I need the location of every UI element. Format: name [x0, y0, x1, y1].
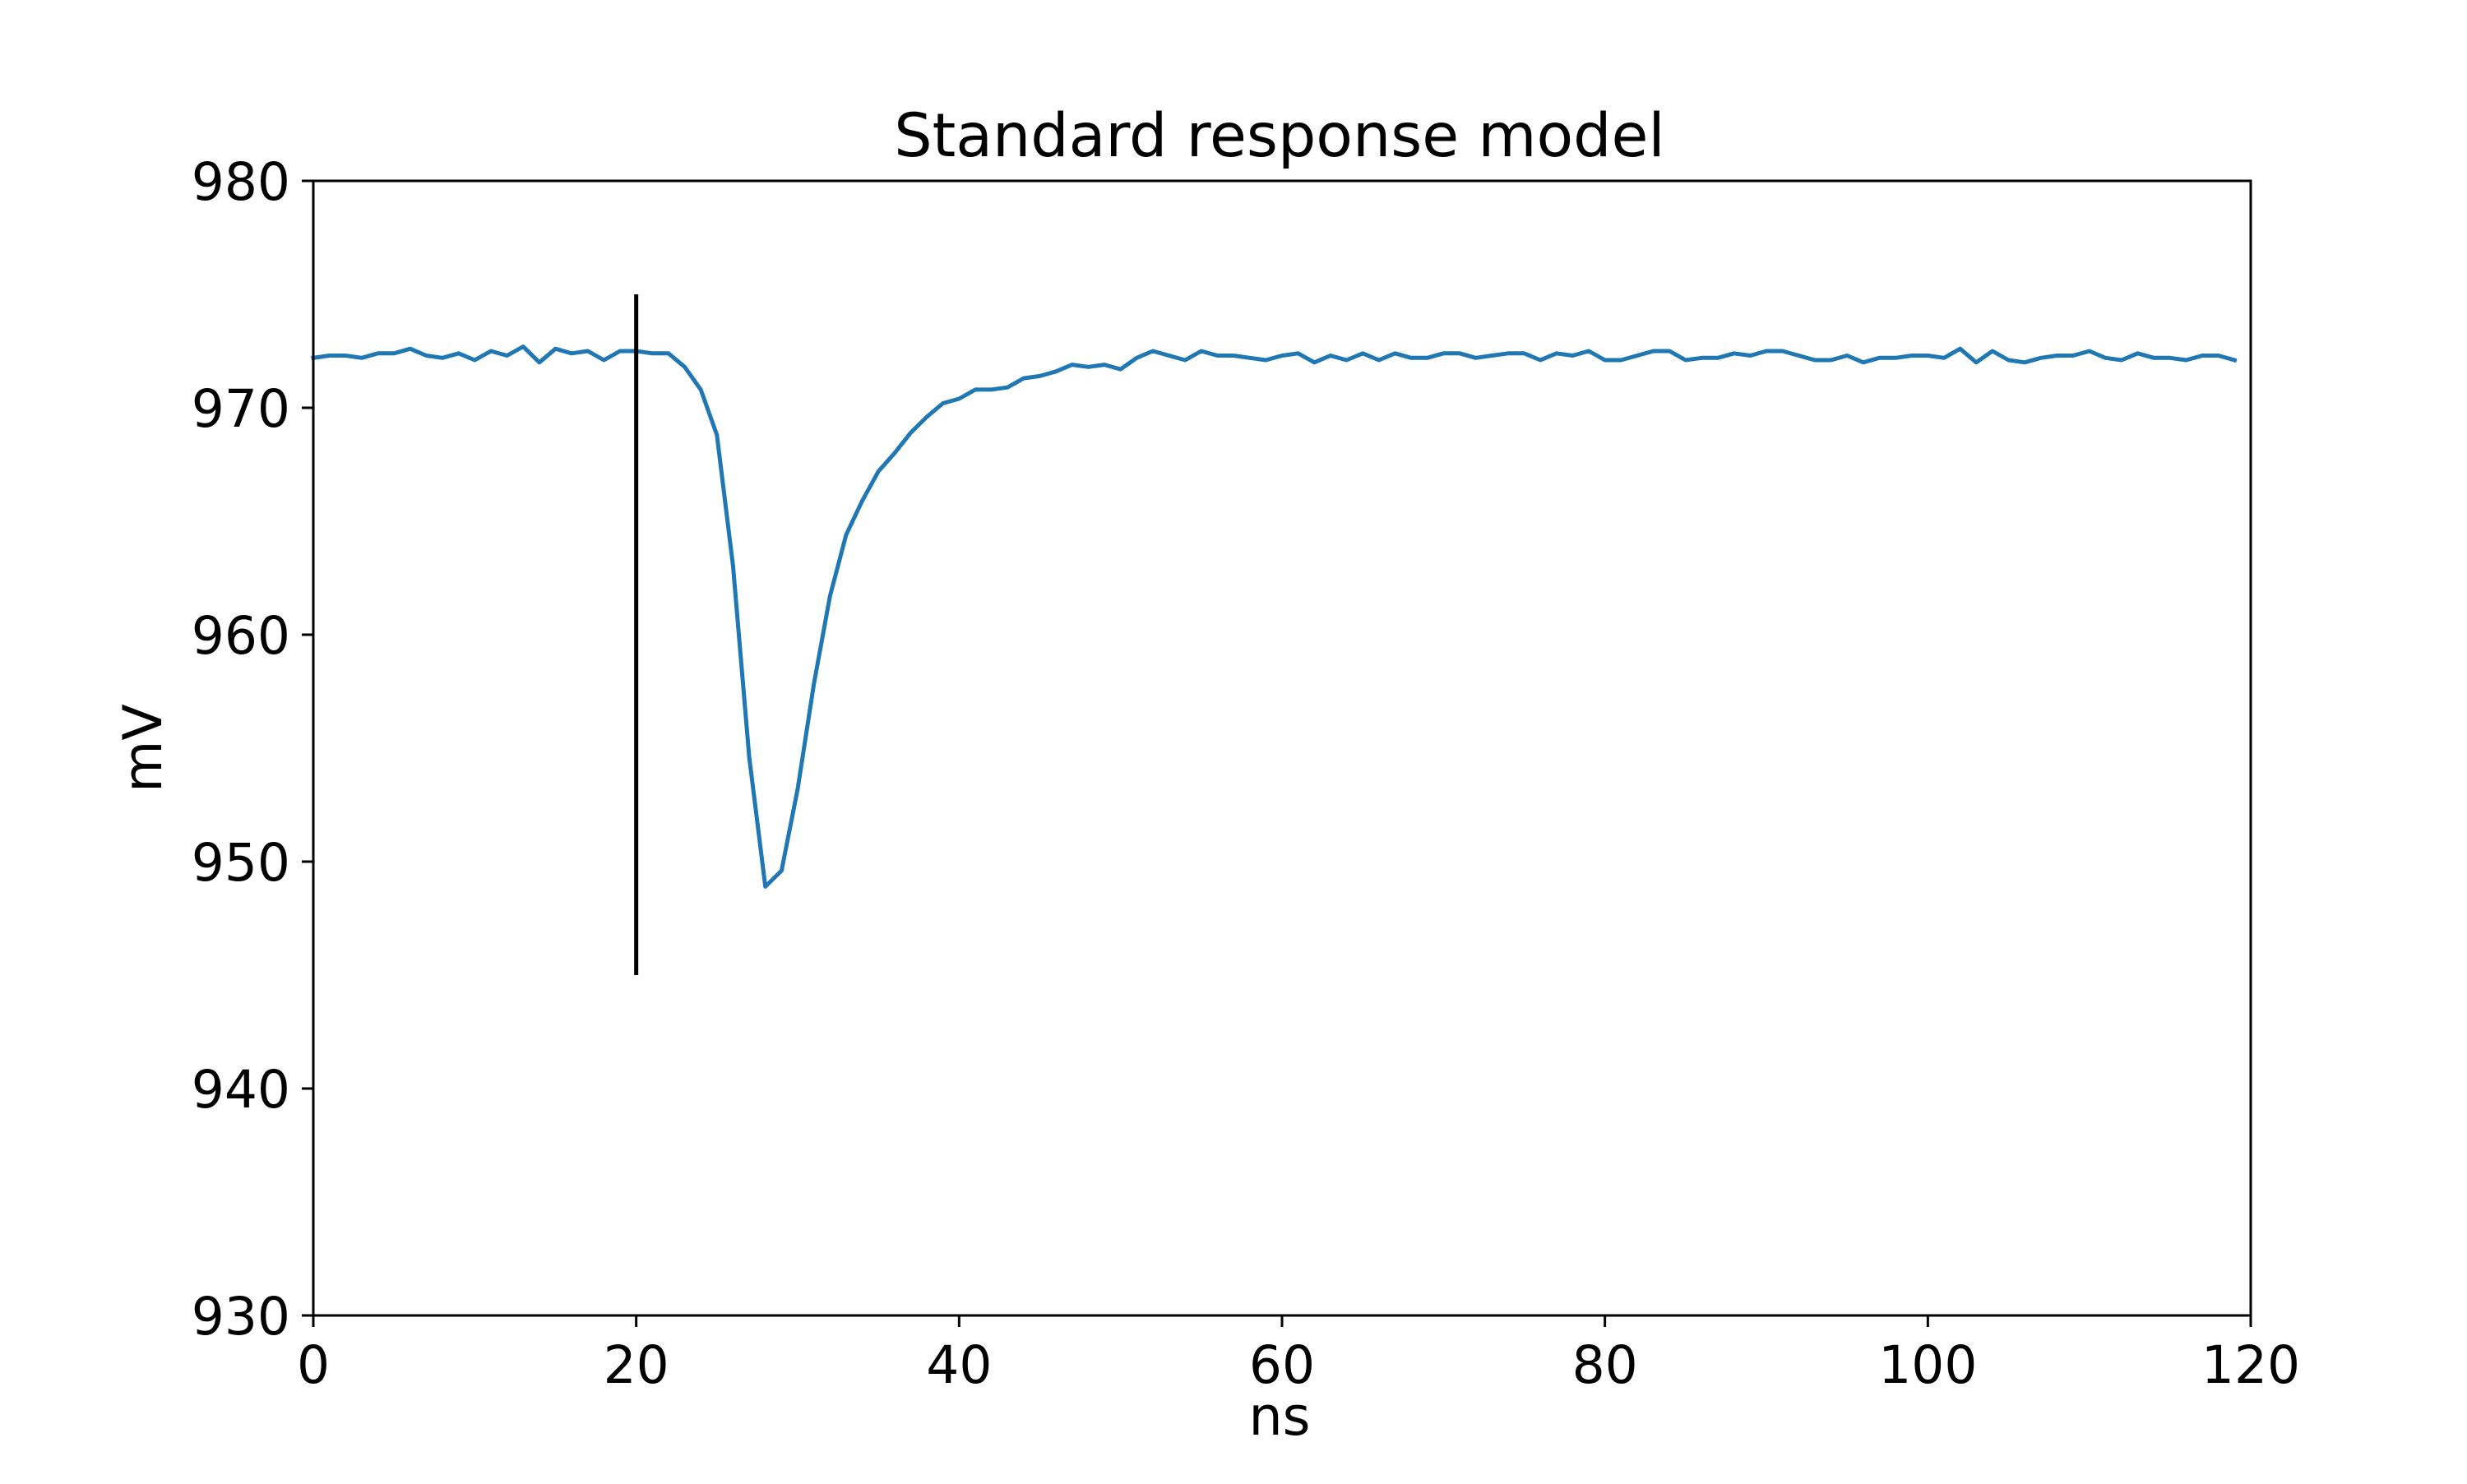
x-tick-label: 100	[1878, 1335, 1977, 1395]
y-axis-label: mV	[113, 704, 174, 793]
y-tick-label: 960	[192, 606, 290, 666]
y-tick-label: 980	[192, 152, 290, 212]
x-axis-label: ns	[1248, 1386, 1310, 1448]
x-tick-label: 40	[926, 1335, 992, 1395]
y-tick-label: 940	[192, 1060, 290, 1120]
chart-title: Standard response model	[894, 101, 1664, 171]
plot-area: 0 20 40 60 80 100 120 930 940 950 960 970 980	[192, 152, 2300, 1395]
y-tick-label: 970	[192, 379, 290, 439]
x-tick-label: 80	[1572, 1335, 1638, 1395]
x-tick-label: 60	[1249, 1335, 1315, 1395]
x-tick-label: 0	[297, 1335, 330, 1395]
x-tick-label: 20	[604, 1335, 669, 1395]
y-tick-label: 930	[192, 1287, 290, 1347]
x-tick-label: 120	[2201, 1335, 2300, 1395]
y-tick-label: 950	[192, 833, 290, 893]
series-line-1	[311, 344, 2238, 889]
